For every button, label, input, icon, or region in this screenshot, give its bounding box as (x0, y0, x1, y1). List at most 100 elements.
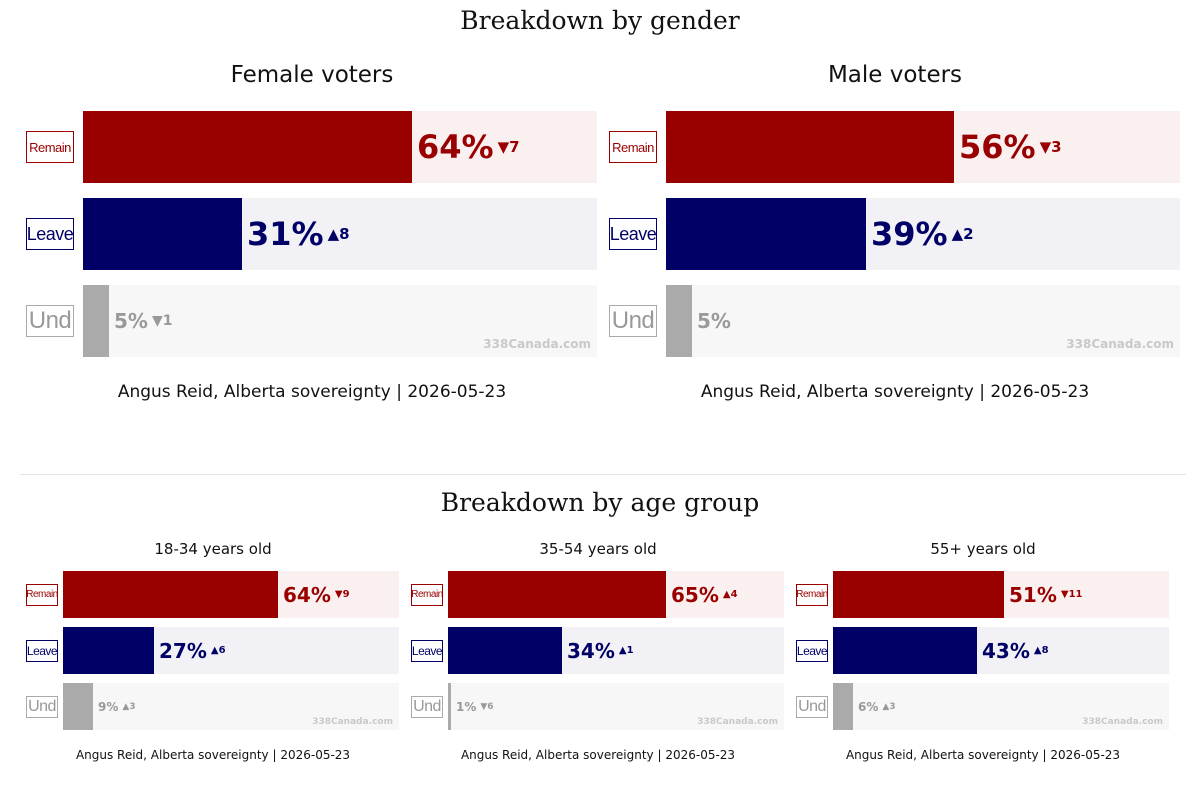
und-bar (448, 683, 451, 730)
remain-change-label: ▼3 (1039, 138, 1062, 156)
leave-value-text: 27% (159, 638, 207, 663)
und-value-label: 5% (697, 285, 731, 357)
leave-value-label: 43% ▲8 (982, 627, 1049, 674)
leave-change-label: ▲1 (618, 645, 634, 656)
leave-bar (833, 627, 977, 674)
und-bar-track (666, 285, 1180, 357)
remain-bar (83, 111, 412, 183)
remain-bar (833, 571, 1004, 618)
chart-panel-1: Female voters Remain 64% ▼7 Leave 31% ▲8 Und 5% ▼… (26, 60, 598, 412)
remain-change-label: ▼11 (1060, 589, 1083, 600)
chart-panel-2: Male voters Remain 56% ▼3 Leave 39% ▲2 Und 5% 338… (609, 60, 1181, 412)
gender-section-title: Breakdown by gender (460, 6, 740, 35)
und-value-text: 5% (114, 309, 148, 333)
leave-option-label: Leave (796, 639, 828, 662)
und-bar (833, 683, 853, 730)
leave-change-label: ▲8 (327, 225, 350, 243)
remain-value-label: 64% ▼9 (283, 571, 350, 618)
remain-option-label: Remain (796, 583, 828, 606)
leave-value-text: 34% (567, 638, 615, 663)
watermark: 338Canada.com (1066, 337, 1174, 351)
panel-title: Female voters (230, 62, 394, 88)
und-value-text: 9% (98, 699, 119, 714)
und-value-label: 5% ▼1 (114, 285, 172, 357)
remain-value-text: 56% (959, 128, 1036, 166)
panel-title: 35-54 years old (539, 540, 657, 558)
leave-value-text: 39% (871, 215, 948, 253)
source-caption: Angus Reid, Alberta sovereignty | 2026-0… (460, 748, 736, 762)
remain-value-text: 64% (283, 582, 331, 607)
leave-option-label: Leave (26, 639, 58, 662)
und-bar-track (448, 683, 784, 730)
remain-change-label: ▲4 (722, 589, 738, 600)
leave-value-text: 43% (982, 638, 1030, 663)
leave-value-label: 27% ▲6 (159, 627, 226, 674)
leave-bar (666, 198, 866, 270)
remain-change-label: ▼7 (497, 138, 520, 156)
remain-value-label: 51% ▼11 (1009, 571, 1082, 618)
leave-change-label: ▲8 (1033, 645, 1049, 656)
watermark: 338Canada.com (312, 717, 393, 727)
und-value-label: 1% ▼6 (456, 683, 494, 730)
remain-change-label: ▼9 (334, 589, 350, 600)
und-value-text: 6% (858, 699, 879, 714)
remain-option-label: Remain (26, 131, 74, 163)
leave-bar (448, 627, 562, 674)
und-option-label: Und (26, 695, 58, 718)
und-change-label: ▼6 (480, 701, 494, 712)
chart-panel-5: 55+ years old Remain 51% ▼11 Leave 43% ▲8 Und 6%… (796, 538, 1170, 778)
und-value-label: 9% ▲3 (98, 683, 136, 730)
panel-title: Male voters (827, 62, 963, 88)
section-divider (20, 474, 1186, 475)
und-bar (63, 683, 93, 730)
chart-panel-4: 35-54 years old Remain 65% ▲4 Leave 34% ▲1 Und 1… (411, 538, 785, 778)
und-change-label: ▲3 (122, 701, 136, 712)
panel-title: 18-34 years old (154, 540, 272, 558)
und-option-label: Und (796, 695, 828, 718)
leave-option-label: Leave (26, 218, 74, 250)
leave-change-label: ▲2 (951, 225, 974, 243)
und-value-text: 1% (456, 699, 477, 714)
leave-value-label: 39% ▲2 (871, 198, 974, 270)
remain-value-text: 65% (671, 582, 719, 607)
chart-panel-3: 18-34 years old Remain 64% ▼9 Leave 27% ▲6 Und 9… (26, 538, 400, 778)
und-bar-track (63, 683, 399, 730)
und-value-label: 6% ▲3 (858, 683, 896, 730)
remain-bar (448, 571, 666, 618)
watermark: 338Canada.com (483, 337, 591, 351)
leave-option-label: Leave (411, 639, 443, 662)
leave-value-label: 34% ▲1 (567, 627, 634, 674)
remain-value-label: 56% ▼3 (959, 111, 1062, 183)
und-option-label: Und (26, 305, 74, 337)
und-bar (666, 285, 692, 357)
und-change-label: ▼1 (151, 313, 173, 329)
source-caption: Angus Reid, Alberta sovereignty | 2026-0… (75, 748, 351, 762)
panel-title: 55+ years old (930, 540, 1036, 558)
leave-value-label: 31% ▲8 (247, 198, 350, 270)
remain-option-label: Remain (411, 583, 443, 606)
source-caption: Angus Reid, Alberta sovereignty | 2026-0… (700, 382, 1090, 402)
remain-option-label: Remain (26, 583, 58, 606)
remain-bar (666, 111, 954, 183)
remain-option-label: Remain (609, 131, 657, 163)
und-bar-track (83, 285, 597, 357)
und-bar-track (833, 683, 1169, 730)
und-value-text: 5% (697, 309, 731, 333)
und-option-label: Und (411, 695, 443, 718)
remain-value-text: 64% (417, 128, 494, 166)
leave-bar (63, 627, 154, 674)
leave-change-label: ▲6 (210, 645, 226, 656)
source-caption: Angus Reid, Alberta sovereignty | 2026-0… (845, 748, 1121, 762)
watermark: 338Canada.com (1082, 717, 1163, 727)
leave-value-text: 31% (247, 215, 324, 253)
remain-value-label: 65% ▲4 (671, 571, 738, 618)
watermark: 338Canada.com (697, 717, 778, 727)
remain-value-label: 64% ▼7 (417, 111, 520, 183)
leave-option-label: Leave (609, 218, 657, 250)
remain-bar (63, 571, 278, 618)
und-change-label: ▲3 (882, 701, 896, 712)
leave-bar (83, 198, 242, 270)
remain-value-text: 51% (1009, 582, 1057, 607)
und-option-label: Und (609, 305, 657, 337)
source-caption: Angus Reid, Alberta sovereignty | 2026-0… (117, 382, 507, 402)
